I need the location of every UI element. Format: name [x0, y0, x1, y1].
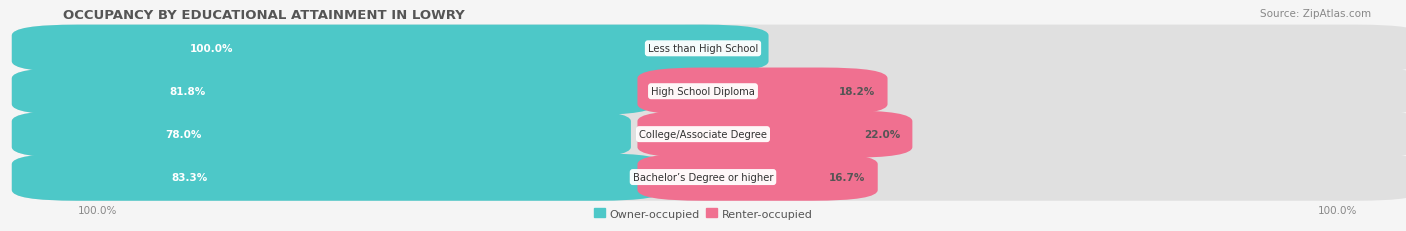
FancyBboxPatch shape: [637, 25, 1406, 73]
Text: Bachelor’s Degree or higher: Bachelor’s Degree or higher: [633, 172, 773, 182]
FancyBboxPatch shape: [52, 113, 1382, 157]
Text: Source: ZipAtlas.com: Source: ZipAtlas.com: [1260, 9, 1371, 19]
FancyBboxPatch shape: [637, 111, 1406, 158]
Text: 83.3%: 83.3%: [172, 172, 208, 182]
Text: OCCUPANCY BY EDUCATIONAL ATTAINMENT IN LOWRY: OCCUPANCY BY EDUCATIONAL ATTAINMENT IN L…: [63, 9, 465, 22]
FancyBboxPatch shape: [11, 68, 769, 116]
Text: 18.2%: 18.2%: [839, 87, 875, 97]
Text: High School Diploma: High School Diploma: [651, 87, 755, 97]
FancyBboxPatch shape: [52, 70, 1382, 114]
FancyBboxPatch shape: [637, 111, 912, 158]
FancyBboxPatch shape: [637, 154, 877, 201]
FancyBboxPatch shape: [11, 68, 655, 116]
FancyBboxPatch shape: [11, 25, 769, 73]
FancyBboxPatch shape: [11, 111, 631, 158]
FancyBboxPatch shape: [11, 25, 769, 73]
Text: 100.0%: 100.0%: [1317, 206, 1357, 216]
Text: College/Associate Degree: College/Associate Degree: [638, 130, 768, 140]
FancyBboxPatch shape: [11, 111, 769, 158]
Text: 16.7%: 16.7%: [830, 172, 866, 182]
FancyBboxPatch shape: [52, 27, 1382, 71]
FancyBboxPatch shape: [637, 68, 887, 116]
Text: 100.0%: 100.0%: [190, 44, 233, 54]
Text: 22.0%: 22.0%: [863, 130, 900, 140]
Text: 78.0%: 78.0%: [165, 130, 201, 140]
Text: Less than High School: Less than High School: [648, 44, 758, 54]
FancyBboxPatch shape: [11, 154, 664, 201]
Legend: Owner-occupied, Renter-occupied: Owner-occupied, Renter-occupied: [589, 204, 817, 223]
FancyBboxPatch shape: [11, 154, 769, 201]
FancyBboxPatch shape: [52, 155, 1382, 200]
Text: 100.0%: 100.0%: [77, 206, 117, 216]
Text: 81.8%: 81.8%: [170, 87, 205, 97]
Text: 0.0%: 0.0%: [720, 44, 749, 54]
FancyBboxPatch shape: [637, 154, 1406, 201]
FancyBboxPatch shape: [637, 68, 1406, 116]
